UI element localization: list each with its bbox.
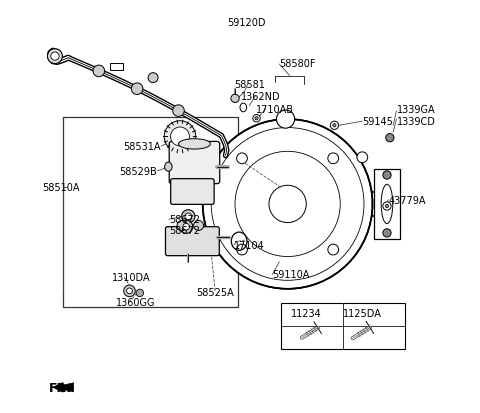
Circle shape (357, 152, 368, 163)
Polygon shape (314, 322, 322, 334)
Text: 1362ND: 1362ND (241, 92, 280, 102)
Circle shape (185, 214, 192, 220)
Polygon shape (54, 383, 73, 392)
Circle shape (231, 95, 239, 103)
Bar (109, 64, 123, 71)
Circle shape (180, 221, 193, 234)
Text: 58510A: 58510A (42, 183, 80, 193)
Circle shape (276, 111, 295, 129)
Circle shape (132, 84, 143, 95)
Circle shape (48, 50, 62, 64)
Bar (63, 118, 238, 308)
Text: 1360GG: 1360GG (116, 297, 156, 307)
Text: 1125DA: 1125DA (343, 308, 382, 318)
Circle shape (183, 224, 190, 230)
Circle shape (193, 221, 204, 231)
Circle shape (237, 244, 247, 255)
Polygon shape (366, 321, 374, 334)
Ellipse shape (165, 163, 172, 172)
Text: 58581: 58581 (235, 80, 265, 90)
Circle shape (237, 154, 247, 164)
Text: 58672: 58672 (169, 225, 200, 235)
Circle shape (164, 121, 196, 153)
Circle shape (330, 122, 338, 130)
Circle shape (51, 53, 59, 61)
Circle shape (255, 117, 258, 121)
Circle shape (333, 124, 336, 128)
Circle shape (328, 244, 338, 255)
Text: 58672: 58672 (169, 215, 200, 225)
Circle shape (124, 285, 135, 297)
Circle shape (383, 229, 391, 237)
Text: 11234: 11234 (290, 308, 321, 318)
Text: 58529B: 58529B (119, 166, 157, 176)
Text: 43779A: 43779A (388, 195, 426, 205)
FancyBboxPatch shape (171, 179, 214, 205)
Circle shape (386, 134, 394, 142)
Text: 58531A: 58531A (123, 142, 161, 152)
Text: 1710AB: 1710AB (256, 104, 294, 114)
Circle shape (173, 106, 184, 117)
Circle shape (136, 290, 144, 297)
Bar (374, 169, 400, 240)
Circle shape (383, 171, 391, 180)
FancyBboxPatch shape (166, 227, 219, 256)
Text: 59110A: 59110A (272, 270, 310, 280)
Circle shape (148, 74, 158, 83)
FancyArrow shape (54, 383, 73, 392)
Bar (281, 304, 405, 349)
Circle shape (385, 205, 389, 208)
Text: 17104: 17104 (234, 241, 264, 251)
Text: FR.: FR. (49, 381, 72, 394)
Text: 58525A: 58525A (196, 287, 234, 297)
Circle shape (328, 154, 338, 164)
Circle shape (181, 210, 195, 223)
Circle shape (253, 115, 260, 123)
Text: 59120D: 59120D (228, 18, 266, 28)
Ellipse shape (179, 140, 210, 150)
Text: 59145: 59145 (362, 117, 393, 127)
FancyBboxPatch shape (169, 142, 220, 184)
Circle shape (93, 66, 105, 78)
Text: 1310DA: 1310DA (112, 273, 150, 282)
Circle shape (127, 288, 132, 294)
Text: 58580F: 58580F (279, 59, 316, 69)
Text: 1339CD: 1339CD (396, 117, 435, 127)
Circle shape (203, 120, 372, 289)
Text: 1339GA: 1339GA (396, 104, 435, 114)
Circle shape (177, 221, 187, 231)
Circle shape (170, 128, 190, 147)
Circle shape (383, 202, 391, 211)
